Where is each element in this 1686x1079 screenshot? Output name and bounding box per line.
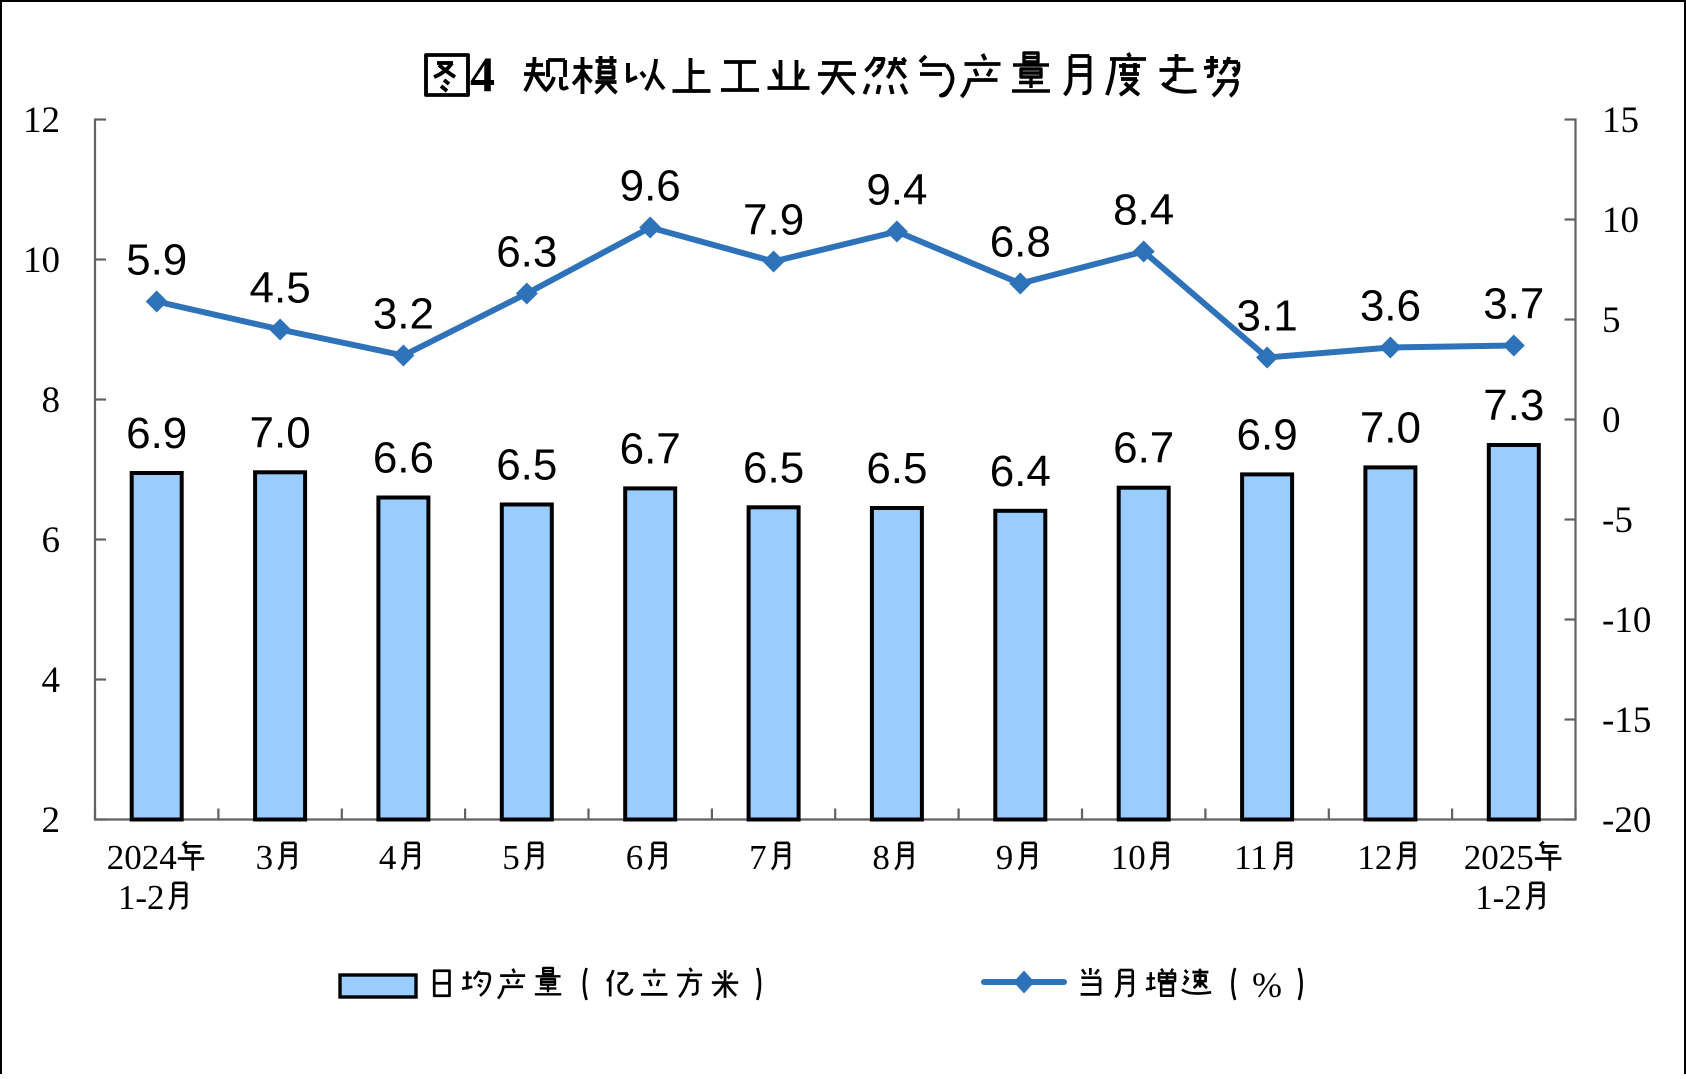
svg-text:8: 8 <box>872 838 890 877</box>
svg-text:5.9: 5.9 <box>126 236 187 285</box>
svg-text:9.4: 9.4 <box>866 166 927 215</box>
svg-text:10: 10 <box>1111 838 1146 877</box>
svg-text:5: 5 <box>502 838 520 877</box>
svg-text:5: 5 <box>1602 300 1621 341</box>
svg-text:-20: -20 <box>1602 800 1651 841</box>
svg-text:8: 8 <box>42 380 61 421</box>
svg-text:6.5: 6.5 <box>743 443 804 492</box>
svg-text:3: 3 <box>256 838 274 877</box>
svg-text:6.7: 6.7 <box>1113 424 1174 473</box>
svg-text:6.9: 6.9 <box>1237 410 1298 459</box>
svg-text:4.5: 4.5 <box>250 264 311 313</box>
svg-text:9: 9 <box>996 838 1014 877</box>
svg-text:3.2: 3.2 <box>373 290 434 339</box>
svg-text:7.3: 7.3 <box>1483 381 1544 430</box>
svg-text:2: 2 <box>42 800 61 841</box>
svg-text:6.3: 6.3 <box>496 228 557 277</box>
svg-text:2025: 2025 <box>1464 838 1534 877</box>
svg-text:6.9: 6.9 <box>126 409 187 458</box>
svg-text:4: 4 <box>470 46 495 102</box>
svg-text:12: 12 <box>1357 838 1392 877</box>
svg-text:6.5: 6.5 <box>496 441 557 490</box>
svg-text:6.6: 6.6 <box>373 434 434 483</box>
svg-text:4: 4 <box>379 838 397 877</box>
svg-text:6.7: 6.7 <box>620 424 681 473</box>
svg-text:7.9: 7.9 <box>743 196 804 245</box>
svg-text:3.1: 3.1 <box>1237 292 1298 341</box>
svg-text:7.0: 7.0 <box>250 408 311 457</box>
svg-text:10: 10 <box>23 240 60 281</box>
svg-text:4: 4 <box>42 660 61 701</box>
svg-text:%: % <box>1252 965 1282 1005</box>
svg-text:8.4: 8.4 <box>1113 186 1174 235</box>
svg-text:3.6: 3.6 <box>1360 282 1421 331</box>
svg-text:11: 11 <box>1234 838 1268 877</box>
svg-text:-10: -10 <box>1602 600 1651 641</box>
svg-text:0: 0 <box>1602 400 1621 441</box>
svg-text:1-2: 1-2 <box>118 878 165 917</box>
svg-text:2024: 2024 <box>107 838 177 877</box>
svg-text:7.0: 7.0 <box>1360 403 1421 452</box>
svg-text:-15: -15 <box>1602 700 1651 741</box>
svg-text:6.5: 6.5 <box>866 444 927 493</box>
svg-text:12: 12 <box>23 100 60 141</box>
svg-text:7: 7 <box>749 838 767 877</box>
svg-text:6: 6 <box>42 520 61 561</box>
svg-text:9.6: 9.6 <box>620 162 681 211</box>
svg-text:-5: -5 <box>1602 500 1633 541</box>
svg-text:6.4: 6.4 <box>990 447 1051 496</box>
svg-text:6: 6 <box>626 838 644 877</box>
svg-text:15: 15 <box>1602 100 1639 141</box>
svg-text:6.8: 6.8 <box>990 218 1051 267</box>
svg-text:1-2: 1-2 <box>1475 878 1522 917</box>
svg-text:10: 10 <box>1602 200 1639 241</box>
svg-text:3.7: 3.7 <box>1483 280 1544 329</box>
